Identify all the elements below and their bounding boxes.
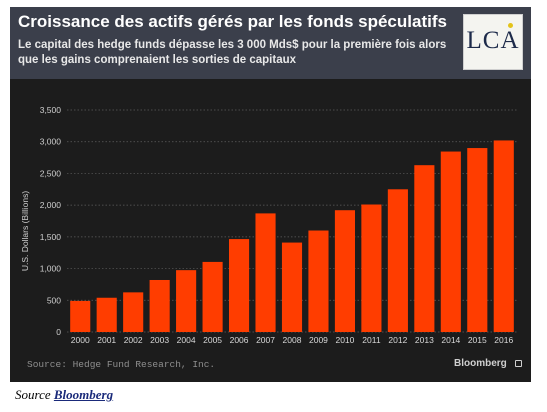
x-tick-label: 2013 [415, 335, 434, 345]
bar-2001 [96, 297, 117, 332]
caption-prefix: Source [15, 387, 54, 402]
x-tick-label: 2011 [362, 335, 381, 345]
bar-2012 [387, 189, 408, 332]
x-tick-label: 2001 [97, 335, 116, 345]
bar-2010 [334, 210, 355, 332]
bar-2015 [467, 148, 488, 332]
x-tick-label: 2005 [203, 335, 222, 345]
y-tick-label: 0 [56, 327, 61, 337]
y-tick-labels: 0 500 1,000 1,500 2,000 2,500 3,000 3,500 [40, 105, 62, 337]
bloomberg-brand: Bloomberg [454, 358, 507, 369]
data-source-note: Source: Hedge Fund Research, Inc. [27, 359, 216, 370]
bar-2000 [70, 300, 91, 332]
chart-card: Croissance des actifs gérés par les fond… [10, 7, 531, 382]
bars [70, 140, 514, 332]
bar-2016 [493, 140, 514, 332]
chart-subtitle: Le capital des hedge funds dépasse les 3… [18, 39, 447, 66]
bar-2007 [255, 213, 276, 332]
bar-2002 [123, 292, 144, 332]
x-tick-label: 2002 [124, 335, 143, 345]
bloomberg-icon [515, 360, 522, 367]
x-tick-label: 2012 [388, 335, 407, 345]
source-caption: Source Bloomberg [15, 387, 113, 403]
x-tick-label: 2007 [256, 335, 275, 345]
logo-dot-icon [508, 23, 513, 28]
y-tick-label: 1,000 [40, 264, 62, 274]
bloomberg-link[interactable]: Bloomberg [53, 387, 114, 402]
bar-2005 [202, 261, 223, 332]
x-tick-labels: 2000 2001 2002 2003 2004 2005 2006 2007 2008 2009… [71, 335, 514, 345]
bar-2003 [149, 279, 170, 332]
chart-header: Croissance des actifs gérés par les fond… [10, 7, 531, 79]
y-tick-label: 500 [47, 295, 61, 305]
x-tick-label: 2009 [309, 335, 328, 345]
x-tick-label: 2008 [283, 335, 302, 345]
y-tick-label: 1,500 [40, 232, 62, 242]
bar-2013 [414, 165, 435, 332]
x-tick-label: 2016 [494, 335, 513, 345]
chart-title: Croissance des actifs gérés par les fond… [18, 12, 447, 31]
x-tick-label: 2010 [335, 335, 354, 345]
bar-2006 [229, 239, 250, 332]
x-tick-label: 2000 [71, 335, 90, 345]
y-axis-label: U.S. Dollars (Billions) [20, 191, 30, 271]
bar-2008 [281, 242, 303, 332]
bar-2014 [440, 151, 461, 332]
bar-2004 [176, 270, 197, 332]
bar-2011 [361, 204, 382, 332]
x-tick-label: 2015 [468, 335, 487, 345]
x-tick-label: 2003 [150, 335, 169, 345]
y-tick-label: 3,500 [40, 105, 62, 115]
y-tick-label: 3,000 [40, 137, 62, 147]
y-tick-label: 2,500 [40, 168, 62, 178]
logo-text: LCA [466, 27, 520, 54]
bar-2009 [308, 230, 329, 332]
x-tick-label: 2006 [230, 335, 249, 345]
x-tick-label: 2004 [177, 335, 196, 345]
lca-logo: LCA [463, 14, 523, 70]
x-tick-label: 2014 [441, 335, 460, 345]
y-tick-label: 2,000 [40, 200, 62, 210]
